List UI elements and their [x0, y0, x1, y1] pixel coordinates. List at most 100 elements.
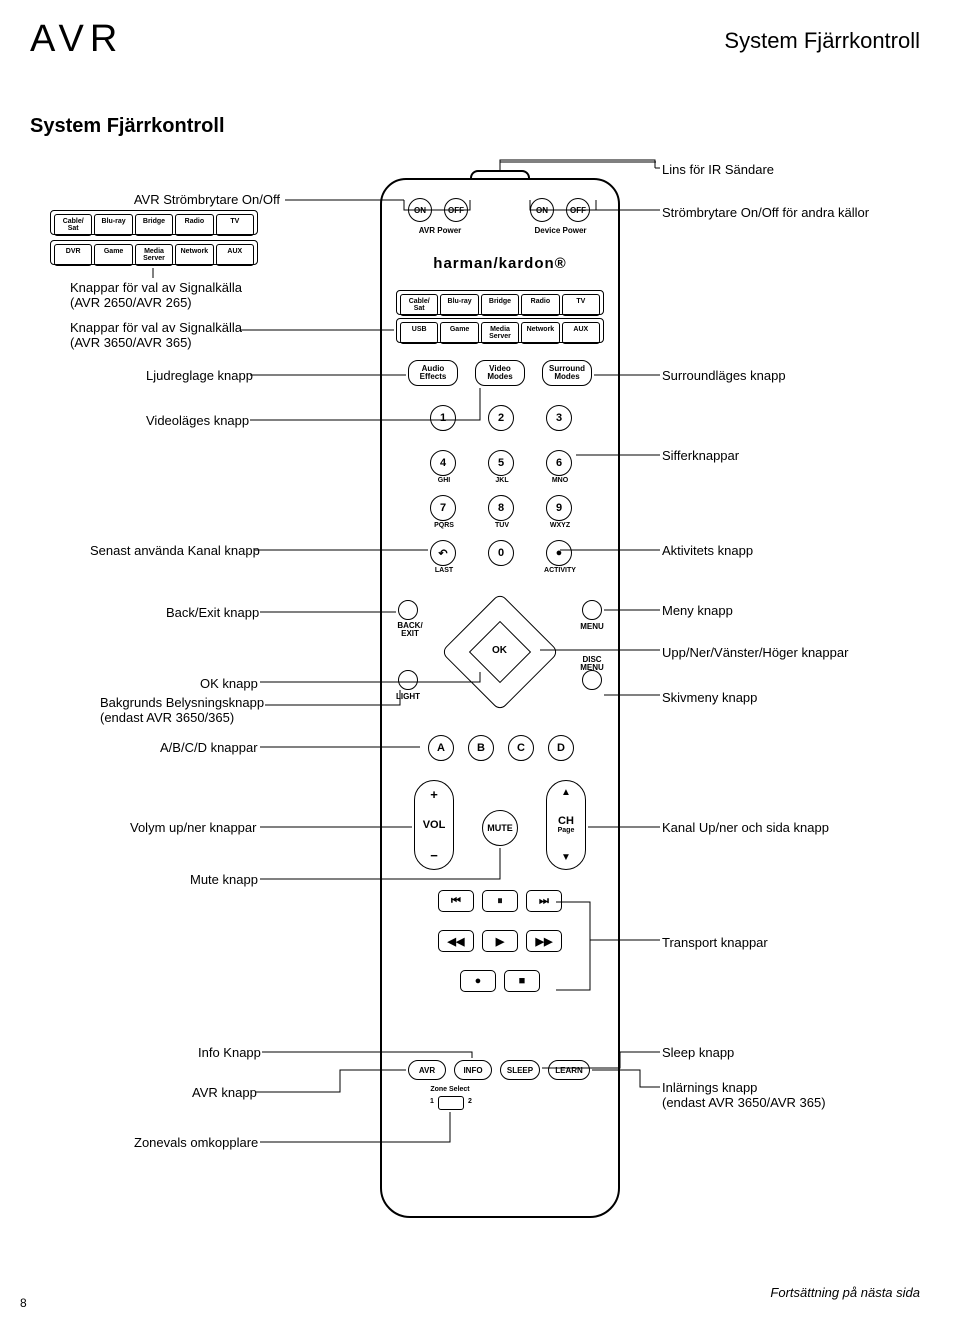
numpad-key[interactable]: 2	[488, 405, 514, 431]
ch-label: CH	[558, 816, 575, 827]
avr-on-button[interactable]: ON	[408, 198, 432, 222]
sleep-button[interactable]: SLEEP	[500, 1060, 540, 1080]
ch-up-icon: ▲	[561, 787, 571, 798]
transport-button[interactable]: ◀◀	[438, 930, 474, 952]
numpad-sublabel: PQRS	[424, 522, 464, 529]
source-key[interactable]: Radio	[175, 214, 213, 236]
numpad-sublabel: TUV	[482, 522, 522, 529]
zone-switch[interactable]	[438, 1096, 464, 1110]
abcd-button[interactable]: B	[468, 735, 494, 761]
callout-abcd: A/B/C/D knappar	[160, 740, 258, 755]
brand-logo: AVR	[30, 18, 123, 61]
video-modes-button[interactable]: Video Modes	[475, 360, 525, 386]
numpad-key[interactable]: 4	[430, 450, 456, 476]
learn-button[interactable]: LEARN	[548, 1060, 590, 1080]
callout-menu: Meny knapp	[662, 603, 733, 618]
source-key[interactable]: Network	[521, 322, 559, 344]
device-on-button[interactable]: ON	[530, 198, 554, 222]
source-key[interactable]: TV	[216, 214, 254, 236]
transport-button[interactable]: ⏮	[438, 890, 474, 912]
callout-last: Senast använda Kanal knapp	[90, 543, 260, 558]
source-key[interactable]: Blu-ray	[94, 214, 132, 236]
avr-off-button[interactable]: OFF	[444, 198, 468, 222]
source-key[interactable]: Cable/ Sat	[400, 294, 438, 316]
numpad-sublabel: LAST	[424, 567, 464, 574]
back-exit-button[interactable]	[398, 600, 418, 620]
source-key[interactable]: Bridge	[481, 294, 519, 316]
numpad-key[interactable]: 1	[430, 405, 456, 431]
remote-brand: harman/kardon®	[400, 255, 600, 272]
source-key[interactable]: AUX	[216, 244, 254, 266]
vol-plus: +	[430, 787, 438, 802]
source-key[interactable]: Media Server	[135, 244, 173, 266]
channel-rocker[interactable]: ▲ CH Page ▼	[546, 780, 586, 870]
device-off-button[interactable]: OFF	[566, 198, 590, 222]
numpad-key[interactable]: 8	[488, 495, 514, 521]
numpad-key[interactable]: 3	[546, 405, 572, 431]
zone-1-label: 1	[428, 1098, 436, 1105]
transport-button[interactable]: ▶▶	[526, 930, 562, 952]
source-key[interactable]: Game	[440, 322, 478, 344]
src-265-row-2: DVRGameMedia ServerNetworkAUX	[50, 240, 258, 265]
section-title: System Fjärrkontroll	[30, 115, 225, 138]
surround-modes-button[interactable]: Surround Modes	[542, 360, 592, 386]
source-key[interactable]: AUX	[562, 322, 600, 344]
source-key[interactable]: Blu-ray	[440, 294, 478, 316]
avr-button[interactable]: AVR	[408, 1060, 446, 1080]
info-button[interactable]: INFO	[454, 1060, 492, 1080]
transport-button[interactable]: ●	[460, 970, 496, 992]
numpad-key[interactable]: 0	[488, 540, 514, 566]
disc-menu-button[interactable]	[582, 670, 602, 690]
volume-rocker[interactable]: + VOL −	[414, 780, 454, 870]
numpad-sublabel: ACTIVITY	[540, 567, 580, 574]
abcd-button[interactable]: C	[508, 735, 534, 761]
source-key[interactable]: Bridge	[135, 214, 173, 236]
src-265-row-1: Cable/ SatBlu-rayBridgeRadioTV	[50, 210, 258, 235]
numpad-key[interactable]: 7	[430, 495, 456, 521]
callout-numbers: Sifferknappar	[662, 448, 739, 463]
source-key[interactable]: Radio	[521, 294, 559, 316]
callout-src-265: Knappar för val av Signalkälla (AVR 2650…	[70, 280, 242, 310]
src-row-1: Cable/ SatBlu-rayBridgeRadioTV	[396, 290, 604, 315]
callout-avr-power: AVR Strömbrytare On/Off	[110, 192, 280, 207]
transport-button[interactable]: ⏭	[526, 890, 562, 912]
remote-diagram: ON OFF ON OFF AVR Power Device Power har…	[0, 150, 960, 1280]
callout-learn: Inlärnings knapp (endast AVR 3650/AVR 36…	[662, 1080, 826, 1110]
audio-effects-button[interactable]: Audio Effects	[408, 360, 458, 386]
source-key[interactable]: USB	[400, 322, 438, 344]
device-power-label: Device Power	[528, 226, 593, 235]
callout-ch: Kanal Up/ner och sida knapp	[662, 820, 829, 835]
source-key[interactable]: DVR	[54, 244, 92, 266]
footer-note: Fortsättning på nästa sida	[770, 1285, 920, 1300]
transport-button[interactable]: ▶	[482, 930, 518, 952]
disc-menu-label: DISC MENU	[574, 656, 610, 672]
transport-button[interactable]: ■	[504, 970, 540, 992]
src-row-2: USBGameMedia ServerNetworkAUX	[396, 318, 604, 343]
light-label: LIGHT	[390, 692, 426, 701]
source-key[interactable]: Cable/ Sat	[54, 214, 92, 236]
menu-label: MENU	[574, 622, 610, 631]
transport-button[interactable]: ⏸	[482, 890, 518, 912]
callout-zone: Zonevals omkopplare	[134, 1135, 258, 1150]
avr-power-label: AVR Power	[410, 226, 470, 235]
source-key[interactable]: Media Server	[481, 322, 519, 344]
numpad-sublabel: WXYZ	[540, 522, 580, 529]
callout-sleep: Sleep knapp	[662, 1045, 734, 1060]
numpad-key[interactable]: ↶	[430, 540, 456, 566]
page-header: System Fjärrkontroll	[724, 28, 920, 54]
source-key[interactable]: TV	[562, 294, 600, 316]
callout-surround: Surroundläges knapp	[662, 368, 786, 383]
numpad-key[interactable]: ●	[546, 540, 572, 566]
menu-button[interactable]	[582, 600, 602, 620]
numpad-key[interactable]: 5	[488, 450, 514, 476]
numpad-key[interactable]: 6	[546, 450, 572, 476]
numpad-key[interactable]: 9	[546, 495, 572, 521]
abcd-button[interactable]: A	[428, 735, 454, 761]
source-key[interactable]: Game	[94, 244, 132, 266]
light-button[interactable]	[398, 670, 418, 690]
mute-button[interactable]: MUTE	[482, 810, 518, 846]
abcd-button[interactable]: D	[548, 735, 574, 761]
vol-minus: −	[430, 848, 438, 863]
callout-disc-menu: Skivmeny knapp	[662, 690, 757, 705]
source-key[interactable]: Network	[175, 244, 213, 266]
